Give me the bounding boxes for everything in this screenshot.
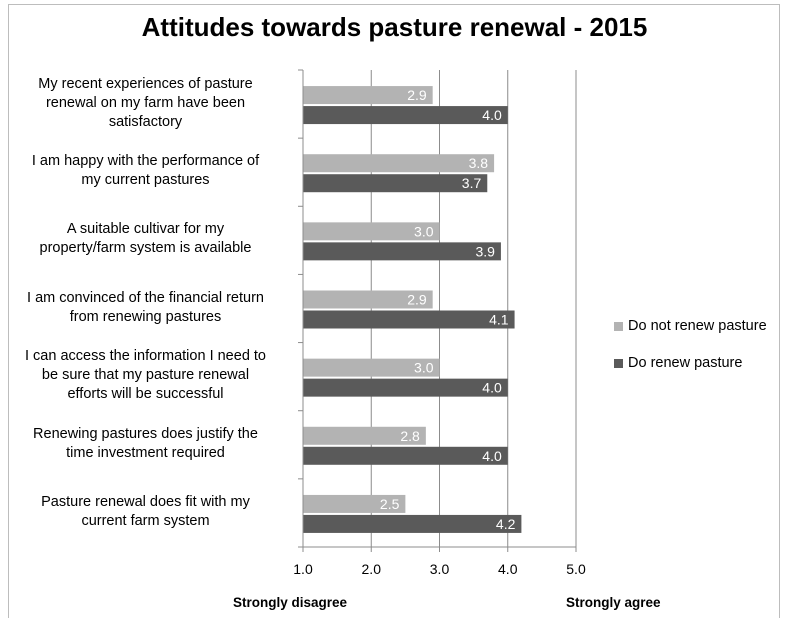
bar-value-label-do-renew-5: 4.0: [482, 448, 502, 464]
bar-do-not-renew-6: [303, 494, 406, 513]
category-label-line: Renewing pastures does justify the: [33, 425, 258, 442]
bar-do-not-renew-4: [303, 358, 440, 377]
category-label-line: from renewing pastures: [69, 308, 222, 325]
bar-do-not-renew-1: [303, 154, 495, 173]
legend-swatch-do-renew: [614, 358, 623, 368]
bar-do-not-renew-5: [303, 426, 426, 445]
bar-do-renew-2: [303, 242, 501, 261]
category-label-line: be sure that my pasture renewal: [41, 367, 250, 384]
category-label-line: renewal on my farm have been: [45, 94, 246, 111]
category-label-1: I am happy with the performance of my cur…: [3, 152, 288, 190]
bar-value-label-do-not-renew-4: 3.0: [414, 360, 434, 376]
legend-item-do-renew: Do renew pasture: [614, 353, 767, 373]
category-label-3: I am convinced of the financial return fr…: [3, 289, 288, 327]
bar-value-label-do-renew-3: 4.1: [489, 312, 509, 328]
x-tick-label-4: 5.0: [566, 561, 586, 577]
bar-do-not-renew-0: [303, 86, 433, 105]
x-tick-label-1: 2.0: [361, 561, 381, 577]
category-label-line: efforts will be successful: [67, 386, 224, 403]
legend-label-do-not-renew: Do not renew pasture: [628, 318, 767, 334]
bar-do-not-renew-2: [303, 222, 440, 241]
bar-do-not-renew-3: [303, 290, 433, 309]
category-label-6: Pasture renewal does fit with my current …: [3, 493, 288, 531]
category-label-line: satisfactory: [108, 113, 183, 130]
bar-value-label-do-not-renew-3: 2.9: [407, 292, 427, 308]
legend: Do not renew pasture Do renew pasture: [614, 316, 767, 390]
category-label-line: time investment required: [66, 444, 225, 461]
category-label-4: I can access the information I need to be…: [3, 347, 288, 404]
x-tick-label-2: 3.0: [429, 561, 450, 577]
bar-value-label-do-renew-1: 3.7: [462, 175, 482, 191]
x-axis-end-label-right: Strongly agree: [566, 595, 661, 610]
bar-value-label-do-not-renew-1: 3.8: [469, 155, 489, 171]
bar-do-renew-0: [303, 106, 508, 125]
x-axis-end-label-left: Strongly disagree: [233, 595, 348, 610]
bar-value-label-do-renew-0: 4.0: [482, 107, 502, 123]
legend-swatch-do-not-renew: [614, 321, 623, 331]
legend-label-do-renew: Do renew pasture: [628, 355, 743, 371]
bar-do-renew-6: [303, 514, 522, 533]
bar-do-renew-4: [303, 378, 508, 397]
bar-do-renew-5: [303, 446, 508, 465]
bar-value-label-do-not-renew-2: 3.0: [414, 223, 434, 239]
x-tick-label-0: 1.0: [293, 561, 313, 577]
category-label-line: my current pastures: [81, 172, 210, 189]
bar-value-label-do-not-renew-5: 2.8: [400, 428, 420, 444]
category-label-line: My recent experiences of pasture: [38, 75, 253, 92]
bar-value-label-do-not-renew-6: 2.5: [380, 496, 400, 512]
category-label-line: current farm system: [81, 512, 210, 529]
bar-do-renew-3: [303, 310, 515, 329]
category-label-line: Pasture renewal does fit with my: [41, 493, 250, 510]
category-label-line: I am happy with the performance of: [31, 153, 260, 170]
category-label-2: A suitable cultivar for my property/farm …: [3, 220, 288, 258]
category-label-0: My recent experiences of pasture renewal …: [3, 75, 288, 132]
bar-value-label-do-renew-6: 4.2: [496, 516, 516, 532]
bar-do-renew-1: [303, 174, 488, 193]
chart-title: Attitudes towards pasture renewal - 2015: [141, 12, 648, 42]
bar-value-label-do-renew-2: 3.9: [475, 243, 495, 259]
bar-value-label-do-not-renew-0: 2.9: [407, 87, 427, 103]
category-label-line: A suitable cultivar for my: [66, 221, 225, 238]
category-label-line: property/farm system is available: [39, 240, 252, 257]
legend-item-do-not-renew: Do not renew pasture: [614, 316, 767, 336]
x-tick-label-3: 4.0: [498, 561, 518, 577]
category-label-5: Renewing pastures does justify the time i…: [3, 425, 288, 463]
bar-value-label-do-renew-4: 4.0: [482, 380, 502, 396]
category-label-line: I can access the information I need to: [25, 348, 266, 365]
category-label-line: I am convinced of the financial return: [27, 289, 264, 306]
